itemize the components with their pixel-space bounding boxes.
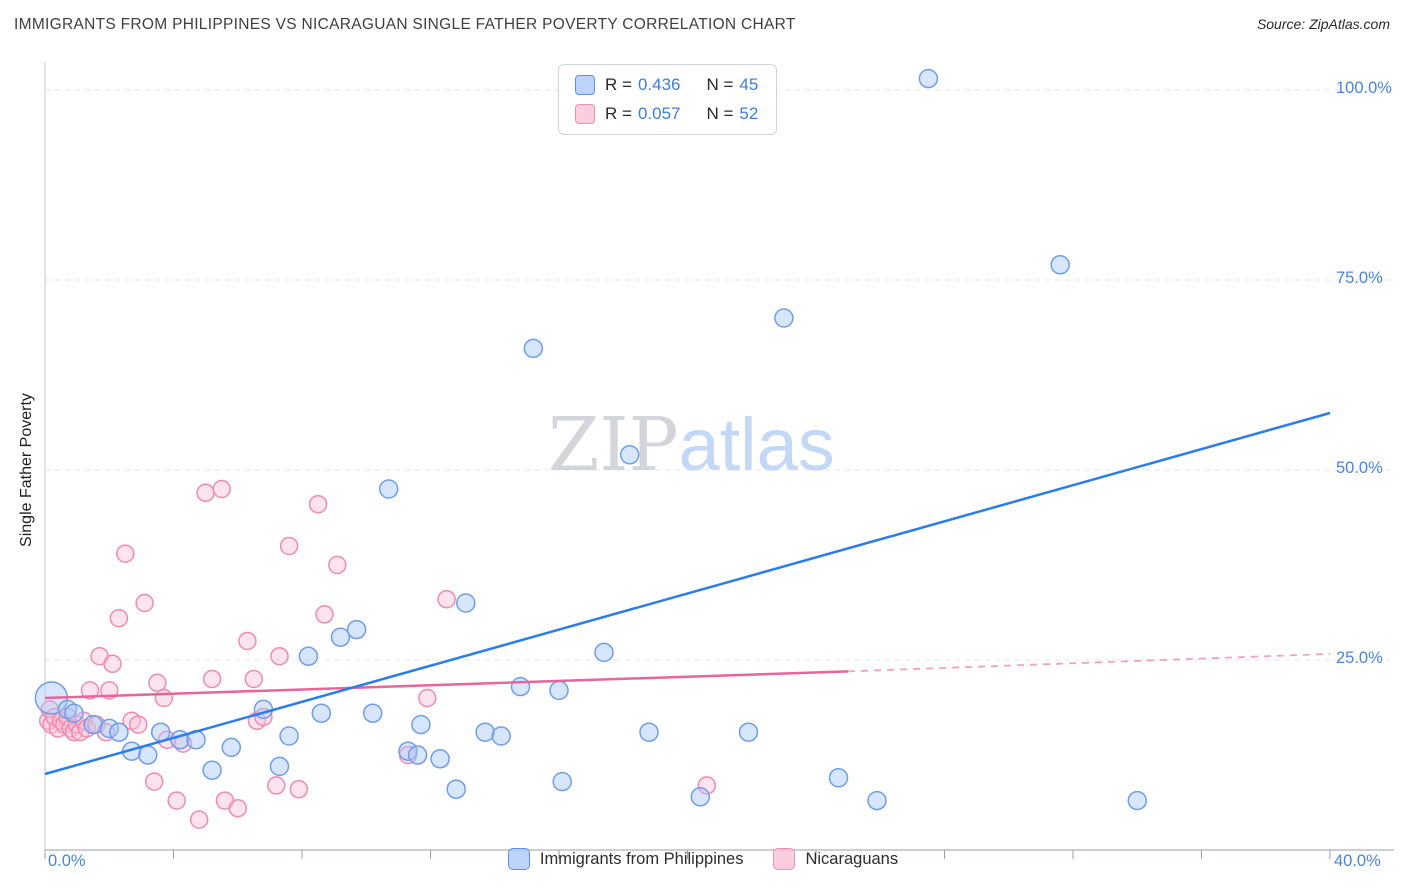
scatter-point-nicaraguans[interactable]	[80, 681, 100, 700]
scatter-point-nicaraguans[interactable]	[267, 776, 286, 795]
r-value: 0.057	[637, 104, 681, 123]
scatter-point-nicaraguans[interactable]	[144, 772, 164, 791]
scatter-point-nicaraguans[interactable]	[308, 494, 328, 514]
scatter-point-nicaraguans[interactable]	[289, 779, 309, 799]
chart-area: Single Father Poverty ZIPatlas R = 0.436…	[0, 50, 1406, 892]
scatter-point-nicaraguans[interactable]	[212, 479, 231, 499]
r-value: 0.436	[637, 75, 681, 94]
scatter-point-nicaraguans[interactable]	[128, 715, 148, 734]
y-tick-label-25: 25.0%	[1336, 649, 1383, 667]
scatter-plot	[34, 62, 1394, 859]
scatter-point-philippines[interactable]	[346, 619, 367, 640]
scatter-point-nicaraguans[interactable]	[167, 791, 186, 810]
n-label: N =	[706, 75, 734, 94]
nicaraguans-swatch-icon	[575, 104, 595, 124]
trend-line-philippines	[44, 411, 1331, 776]
r-label: R =	[605, 75, 632, 94]
x-tick-label-max: 40.0%	[1334, 852, 1381, 870]
scatter-point-philippines[interactable]	[83, 714, 103, 735]
scatter-point-philippines[interactable]	[738, 722, 759, 742]
trend-line-nicaraguans	[44, 670, 849, 700]
scatter-point-philippines[interactable]	[552, 771, 572, 792]
scatter-point-nicaraguans[interactable]	[328, 555, 347, 575]
series-legend: Immigrants from Philippines Nicaraguans	[0, 848, 1406, 870]
legend-item-label: Immigrants from Philippines	[539, 849, 744, 868]
scatter-point-nicaraguans[interactable]	[116, 544, 135, 563]
scatter-point-nicaraguans[interactable]	[238, 631, 257, 651]
scatter-point-philippines[interactable]	[549, 680, 569, 701]
trend-line-extension-nicaraguans	[848, 653, 1331, 673]
page-title: IMMIGRANTS FROM PHILIPPINES VS NICARAGUA…	[14, 16, 796, 33]
scatter-point-philippines[interactable]	[138, 745, 158, 765]
scatter-point-philippines[interactable]	[446, 779, 466, 799]
scatter-point-nicaraguans[interactable]	[202, 669, 222, 689]
scatter-point-philippines[interactable]	[828, 768, 849, 788]
scatter-point-philippines[interactable]	[475, 722, 495, 742]
scatter-point-philippines[interactable]	[523, 338, 544, 359]
scatter-point-philippines[interactable]	[867, 790, 887, 811]
scatter-point-philippines[interactable]	[918, 68, 939, 89]
scatter-point-nicaraguans[interactable]	[154, 688, 174, 708]
legend-row-nicaraguans: R = 0.057 N = 52	[575, 104, 758, 124]
scatter-point-nicaraguans[interactable]	[109, 608, 129, 628]
scatter-point-philippines[interactable]	[378, 479, 399, 499]
scatter-point-philippines[interactable]	[202, 760, 222, 780]
scatter-point-philippines[interactable]	[109, 722, 129, 742]
scatter-point-philippines[interactable]	[269, 756, 290, 777]
scatter-point-philippines[interactable]	[64, 703, 84, 723]
y-tick-label-100: 100.0%	[1336, 79, 1392, 97]
scatter-point-nicaraguans[interactable]	[135, 593, 154, 613]
scatter-point-nicaraguans[interactable]	[418, 688, 437, 708]
scatter-point-nicaraguans[interactable]	[103, 654, 122, 674]
scatter-point-philippines[interactable]	[1127, 790, 1148, 811]
y-tick-label-75: 75.0%	[1336, 269, 1383, 287]
legend-item-philippines[interactable]: Immigrants from Philippines	[507, 848, 744, 870]
legend-item-nicaraguans[interactable]: Nicaraguans	[773, 848, 898, 870]
y-tick-label-50: 50.0%	[1336, 459, 1383, 477]
scatter-point-nicaraguans[interactable]	[228, 798, 248, 818]
scatter-point-philippines[interactable]	[690, 787, 711, 807]
legend-row-philippines: R = 0.436 N = 45	[575, 75, 758, 95]
scatter-point-philippines[interactable]	[639, 722, 659, 742]
scatter-point-philippines[interactable]	[430, 749, 450, 769]
scatter-point-philippines[interactable]	[619, 445, 640, 465]
scatter-point-philippines[interactable]	[311, 703, 332, 723]
nicaraguans-legend-swatch-icon	[773, 848, 796, 870]
scatter-point-philippines[interactable]	[407, 745, 428, 765]
scatter-point-philippines[interactable]	[1050, 255, 1070, 275]
scatter-point-nicaraguans[interactable]	[244, 669, 264, 689]
scatter-point-nicaraguans[interactable]	[270, 646, 289, 666]
scatter-point-nicaraguans[interactable]	[189, 810, 209, 829]
scatter-point-philippines[interactable]	[491, 726, 511, 746]
x-tick-label-min: 0.0%	[48, 852, 86, 870]
n-value: 45	[739, 75, 759, 94]
n-value: 52	[739, 104, 759, 123]
scatter-point-nicaraguans[interactable]	[148, 673, 167, 693]
scatter-point-nicaraguans[interactable]	[315, 605, 334, 624]
scatter-point-philippines[interactable]	[411, 714, 431, 735]
y-axis-title: Single Father Poverty	[18, 393, 35, 547]
philippines-legend-swatch-icon	[507, 848, 530, 870]
chart-header: IMMIGRANTS FROM PHILIPPINES VS NICARAGUA…	[0, 0, 1406, 50]
scatter-point-philippines[interactable]	[774, 308, 794, 328]
scatter-point-philippines[interactable]	[279, 726, 299, 746]
scatter-point-philippines[interactable]	[298, 646, 319, 666]
scatter-point-philippines[interactable]	[510, 676, 531, 697]
scatter-point-nicaraguans[interactable]	[437, 589, 456, 609]
scatter-point-nicaraguans[interactable]	[196, 483, 215, 503]
correlation-legend-box: R = 0.436 N = 45 R = 0.057 N = 52	[558, 64, 778, 135]
scatter-point-philippines[interactable]	[362, 703, 383, 723]
scatter-point-nicaraguans[interactable]	[697, 776, 717, 795]
scatter-point-philippines[interactable]	[330, 627, 351, 647]
legend-item-label: Nicaraguans	[805, 849, 899, 868]
r-label: R =	[605, 104, 632, 123]
n-label: N =	[706, 104, 734, 123]
scatter-point-philippines[interactable]	[594, 642, 614, 663]
scatter-point-nicaraguans[interactable]	[279, 536, 299, 556]
source-label: Source: ZipAtlas.com	[1256, 16, 1390, 32]
scatter-point-philippines[interactable]	[221, 737, 242, 758]
scatter-point-philippines[interactable]	[456, 593, 476, 613]
philippines-swatch-icon	[575, 75, 595, 95]
